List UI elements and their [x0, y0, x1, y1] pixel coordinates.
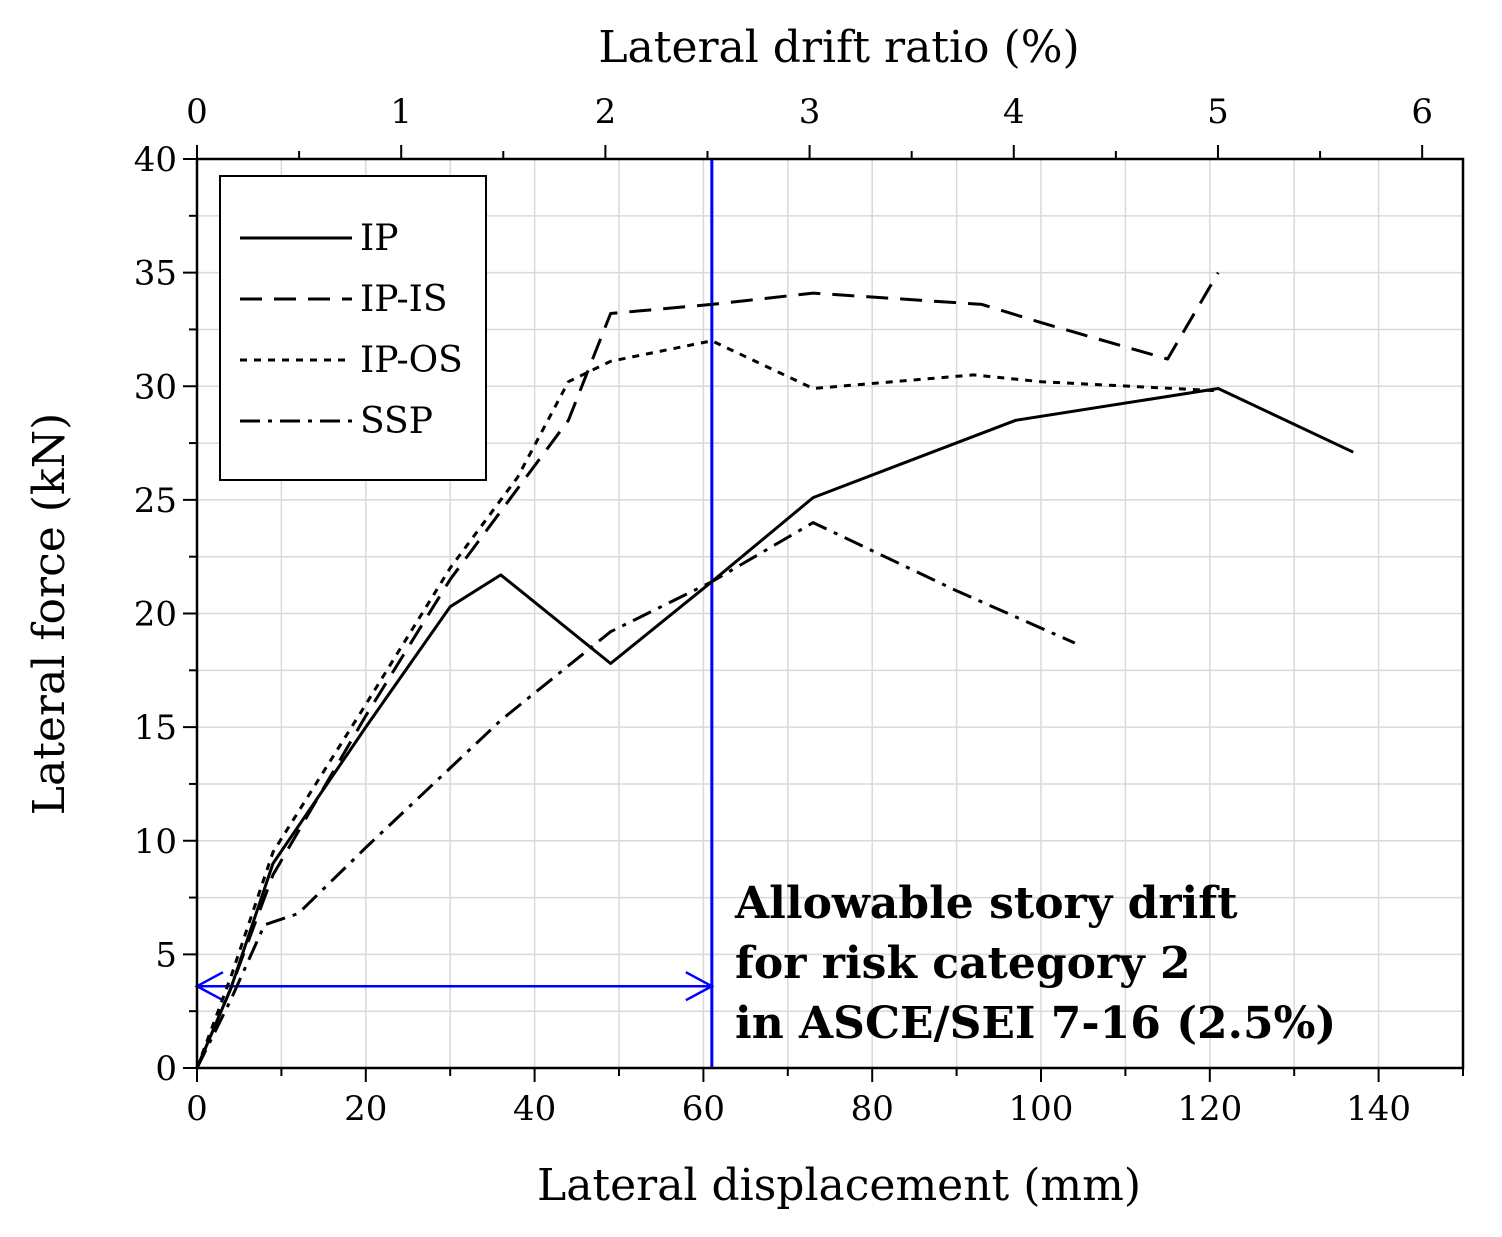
y-tick-label: 0	[155, 1049, 177, 1089]
legend-label-ip: IP	[360, 218, 398, 259]
series-line-ssp	[195, 521, 1076, 1069]
series-line-ip	[195, 387, 1354, 1069]
reference-line-group	[194, 159, 715, 1068]
x2-axis-title: Lateral drift ratio (%)	[598, 22, 1079, 73]
x-tick-label: 20	[344, 1089, 387, 1129]
series-line-ip-os	[195, 339, 1219, 1069]
x2-tick-label: 0	[186, 92, 208, 132]
y-tick-label: 30	[134, 367, 177, 407]
x2-tick-label: 1	[390, 92, 412, 132]
y-axis-title: Lateral force (kN)	[24, 413, 75, 815]
x-tick-label: 0	[186, 1089, 208, 1129]
x2-tick-label: 3	[799, 92, 821, 132]
x-tick-label: 80	[851, 1089, 894, 1129]
legend-box	[219, 175, 487, 481]
y-tick-label: 5	[155, 935, 177, 975]
grid-lines	[197, 159, 1463, 1068]
x-tick-label: 120	[1177, 1089, 1242, 1129]
legend-label-ip-is: IP-IS	[360, 279, 448, 320]
x2-tick-label: 6	[1411, 92, 1433, 132]
x-tick-label: 140	[1346, 1089, 1411, 1129]
annotation-line: for risk category 2	[735, 938, 1191, 989]
x-tick-label: 40	[513, 1089, 556, 1129]
y-tick-label: 35	[134, 254, 177, 294]
x2-tick-label: 2	[595, 92, 617, 132]
x-tick-label: 60	[682, 1089, 725, 1129]
y-tick-label: 40	[134, 140, 177, 180]
x2-tick-label: 5	[1207, 92, 1229, 132]
y-tick-label: 15	[134, 708, 177, 748]
range-arrow-right-head	[685, 971, 715, 1002]
series-line-ip-is	[195, 271, 1220, 1069]
x-axis-title: Lateral displacement (mm)	[537, 1160, 1141, 1211]
x2-tick-label: 4	[1003, 92, 1025, 132]
annotation-line: Allowable story drift	[734, 878, 1238, 929]
x-tick-label: 100	[1009, 1089, 1074, 1129]
series-group	[195, 271, 1354, 1069]
allowable-drift-annotation: Allowable story drift for risk category 2…	[734, 878, 1336, 1049]
y-tick-label: 10	[134, 822, 177, 862]
y-tick-label: 25	[134, 481, 177, 521]
annotation-line: in ASCE/SEI 7-16 (2.5%)	[735, 998, 1336, 1049]
legend-label-ssp: SSP	[360, 401, 433, 442]
legend: IP IP-IS IP-OS SSP	[219, 175, 487, 481]
legend-label-ip-os: IP-OS	[360, 340, 463, 381]
y-tick-label: 20	[134, 595, 177, 635]
